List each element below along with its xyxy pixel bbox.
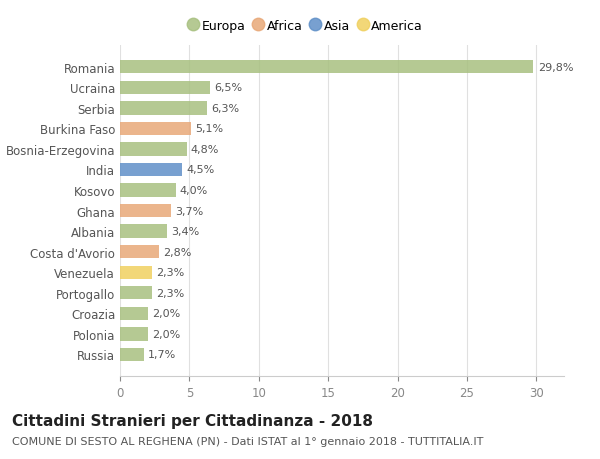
Text: 2,0%: 2,0% (152, 329, 180, 339)
Bar (120, 102, 208, 115)
Bar (120, 163, 182, 177)
Text: 3,7%: 3,7% (176, 206, 204, 216)
Text: 2,8%: 2,8% (163, 247, 191, 257)
Text: 3,4%: 3,4% (172, 227, 200, 237)
Bar (120, 143, 187, 156)
Text: 6,5%: 6,5% (214, 83, 242, 93)
Bar (120, 61, 533, 74)
Bar (120, 123, 191, 136)
Bar (120, 348, 143, 361)
Legend: Europa, Africa, Asia, America: Europa, Africa, Asia, America (187, 16, 427, 36)
Text: 2,3%: 2,3% (156, 268, 184, 278)
Text: 1,7%: 1,7% (148, 350, 176, 360)
Text: 2,0%: 2,0% (152, 309, 180, 319)
Text: Cittadini Stranieri per Cittadinanza - 2018: Cittadini Stranieri per Cittadinanza - 2… (12, 413, 373, 428)
Text: 29,8%: 29,8% (538, 62, 573, 73)
Text: 4,5%: 4,5% (187, 165, 215, 175)
Text: 2,3%: 2,3% (156, 288, 184, 298)
Bar (120, 184, 176, 197)
Bar (120, 204, 172, 218)
Bar (120, 225, 167, 238)
Bar (120, 328, 148, 341)
Text: COMUNE DI SESTO AL REGHENA (PN) - Dati ISTAT al 1° gennaio 2018 - TUTTITALIA.IT: COMUNE DI SESTO AL REGHENA (PN) - Dati I… (12, 436, 484, 446)
Bar (120, 246, 159, 259)
Text: 5,1%: 5,1% (195, 124, 223, 134)
Text: 6,3%: 6,3% (212, 104, 240, 113)
Bar (120, 266, 152, 280)
Text: 4,0%: 4,0% (179, 185, 208, 196)
Bar (120, 81, 210, 95)
Bar (120, 307, 148, 320)
Text: 4,8%: 4,8% (191, 145, 219, 155)
Bar (120, 286, 152, 300)
